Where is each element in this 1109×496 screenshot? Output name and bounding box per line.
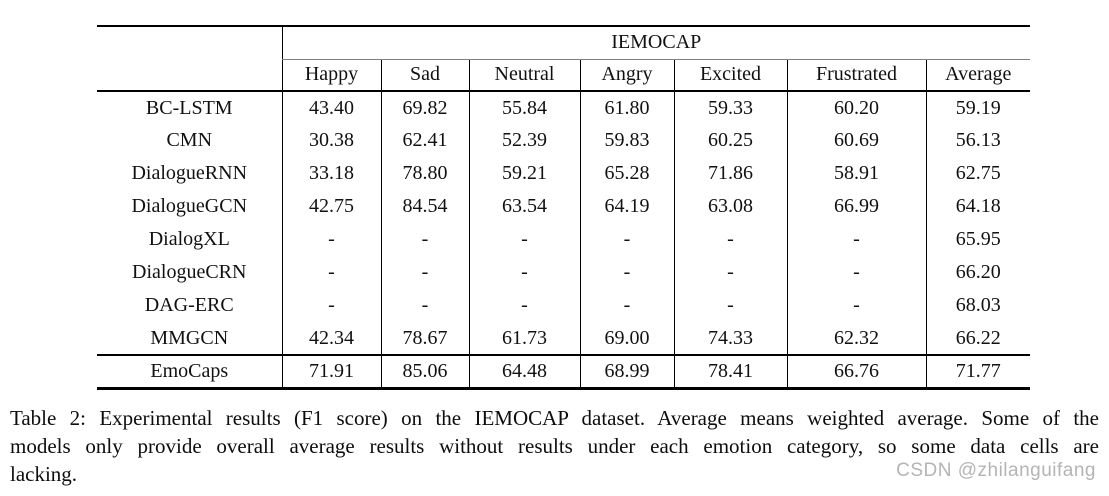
- value-cell: 78.41: [673, 354, 787, 388]
- value-cell: 42.75: [281, 190, 381, 223]
- caption-line: Table 2: Experimental results (F1 score)…: [10, 406, 1099, 430]
- value-cell: 65.95: [925, 223, 1031, 256]
- value-cell: 78.67: [380, 322, 469, 355]
- value-cell: -: [380, 289, 469, 322]
- value-cell: 66.22: [925, 322, 1031, 355]
- value-cell: 62.41: [380, 124, 469, 157]
- value-cell: 42.34: [281, 322, 381, 355]
- table-row-dag-erc: DAG-ERC - - - - - -68.03: [97, 289, 1031, 322]
- table-row-dialogxl: DialogXL - - - - - -65.95: [97, 223, 1031, 256]
- value-cell: 66.20: [925, 256, 1031, 289]
- model-name-cell: CMN: [166, 129, 213, 151]
- value-cell: 58.91: [786, 157, 926, 190]
- value-cell: -: [380, 223, 469, 256]
- model-name-cell: EmoCaps: [97, 354, 282, 388]
- value-cell: 69.82: [380, 91, 469, 124]
- value-cell: 30.38: [281, 124, 381, 157]
- value-cell: 62.75: [925, 157, 1031, 190]
- value-cell: 43.40: [281, 91, 381, 124]
- value-cell: 84.54: [380, 190, 469, 223]
- dataset-group-header: IEMOCAP: [281, 26, 1031, 60]
- results-table: IEMOCAP Happy Sad Neutral Angry Excited Frust…: [97, 25, 1031, 390]
- model-name-cell: DialogueCRN: [132, 261, 247, 283]
- caption-line: lacking.: [10, 462, 78, 486]
- value-cell: 74.33: [673, 322, 787, 355]
- value-cell: 65.28: [579, 157, 674, 190]
- caption-line: models only provide overall average resu…: [10, 434, 1099, 458]
- value-cell: 64.19: [579, 190, 674, 223]
- model-name-cell: DialogueRNN: [131, 162, 248, 184]
- column-header-excited: Excited: [673, 59, 787, 92]
- value-cell: 63.08: [673, 190, 787, 223]
- value-cell: 59.21: [468, 157, 580, 190]
- corner-cell: [97, 26, 282, 59]
- value-cell: 62.32: [786, 322, 926, 355]
- value-cell: -: [281, 256, 381, 289]
- value-cell: -: [786, 289, 926, 322]
- value-cell: 71.91: [281, 354, 381, 388]
- value-cell: 59.19: [925, 91, 1031, 124]
- table-row-mmgcn: MMGCN 42.34 78.67 61.73 69.00 74.33 62.32 66.22: [97, 322, 1031, 355]
- column-header-sad: Sad: [380, 59, 469, 92]
- value-cell: -: [468, 289, 580, 322]
- value-cell: 61.73: [468, 322, 580, 355]
- value-cell: -: [786, 256, 926, 289]
- value-cell: 85.06: [380, 354, 469, 388]
- column-header-row: Happy Sad Neutral Angry Excited Frustrated Ave…: [97, 59, 1031, 92]
- table-row-dialoguecrn: DialogueCRN - - - - - -66.20: [97, 256, 1031, 289]
- column-header-neutral: Neutral: [468, 59, 580, 92]
- table-row-dialoguernn: DialogueRNN 33.18 78.80 59.21 65.28 71.86 58.9…: [97, 157, 1031, 190]
- value-cell: 64.48: [468, 354, 580, 388]
- value-cell: 78.80: [380, 157, 469, 190]
- table-caption: Table 2: Experimental results (F1 score)…: [10, 404, 1099, 488]
- value-cell: 52.39: [468, 124, 580, 157]
- value-cell: -: [579, 223, 674, 256]
- value-cell: -: [786, 223, 926, 256]
- value-cell: 68.99: [579, 354, 674, 388]
- value-cell: 60.25: [673, 124, 787, 157]
- column-header-happy: Happy: [281, 59, 381, 92]
- value-cell: 71.77: [925, 354, 1031, 388]
- model-name-cell: BC-LSTM: [145, 96, 233, 119]
- value-cell: -: [281, 289, 381, 322]
- model-column-header: [97, 59, 282, 92]
- column-header-angry: Angry: [579, 59, 674, 92]
- model-name-cell: DialogXL: [148, 228, 230, 250]
- value-cell: 66.76: [786, 354, 926, 388]
- value-cell: 56.13: [925, 124, 1031, 157]
- value-cell: 69.00: [579, 322, 674, 355]
- model-name-cell: MMGCN: [150, 326, 229, 349]
- value-cell: 66.99: [786, 190, 926, 223]
- value-cell: -: [673, 256, 787, 289]
- group-header-row: IEMOCAP: [97, 26, 1031, 60]
- value-cell: 60.20: [786, 91, 926, 124]
- value-cell: -: [579, 289, 674, 322]
- value-cell: -: [380, 256, 469, 289]
- value-cell: 33.18: [281, 157, 381, 190]
- value-cell: 60.69: [786, 124, 926, 157]
- value-cell: 71.86: [673, 157, 787, 190]
- table-row-bc-lstm: BC-LSTM 43.40 69.82 55.84 61.80 59.33 60.20 59.…: [97, 91, 1031, 124]
- value-cell: 68.03: [925, 289, 1031, 322]
- value-cell: 59.33: [673, 91, 787, 124]
- model-name-cell: DialogueGCN: [131, 195, 248, 217]
- value-cell: -: [673, 289, 787, 322]
- value-cell: 55.84: [468, 91, 580, 124]
- value-cell: 59.83: [579, 124, 674, 157]
- value-cell: -: [579, 256, 674, 289]
- table-row-cmn: CMN 30.38 62.41 52.39 59.83 60.25 60.69 56.13: [97, 124, 1031, 157]
- value-cell: -: [281, 223, 381, 256]
- value-cell: -: [468, 256, 580, 289]
- value-cell: 61.80: [579, 91, 674, 124]
- column-header-frustrated: Frustrated: [786, 59, 926, 92]
- value-cell: -: [673, 223, 787, 256]
- value-cell: 64.18: [925, 190, 1031, 223]
- column-header-average: Average: [925, 59, 1031, 92]
- value-cell: -: [468, 223, 580, 256]
- value-cell: 63.54: [468, 190, 580, 223]
- model-name-cell: DAG-ERC: [144, 294, 234, 316]
- table-row-emocaps: EmoCaps 71.91 85.06 64.48 68.99 78.41 66.76 71.…: [97, 354, 1031, 388]
- csdn-watermark: CSDN @zhilanguifang: [896, 460, 1096, 481]
- table-row-dialoguegcn: DialogueGCN 42.75 84.54 63.54 64.19 63.08 66.9…: [97, 190, 1031, 223]
